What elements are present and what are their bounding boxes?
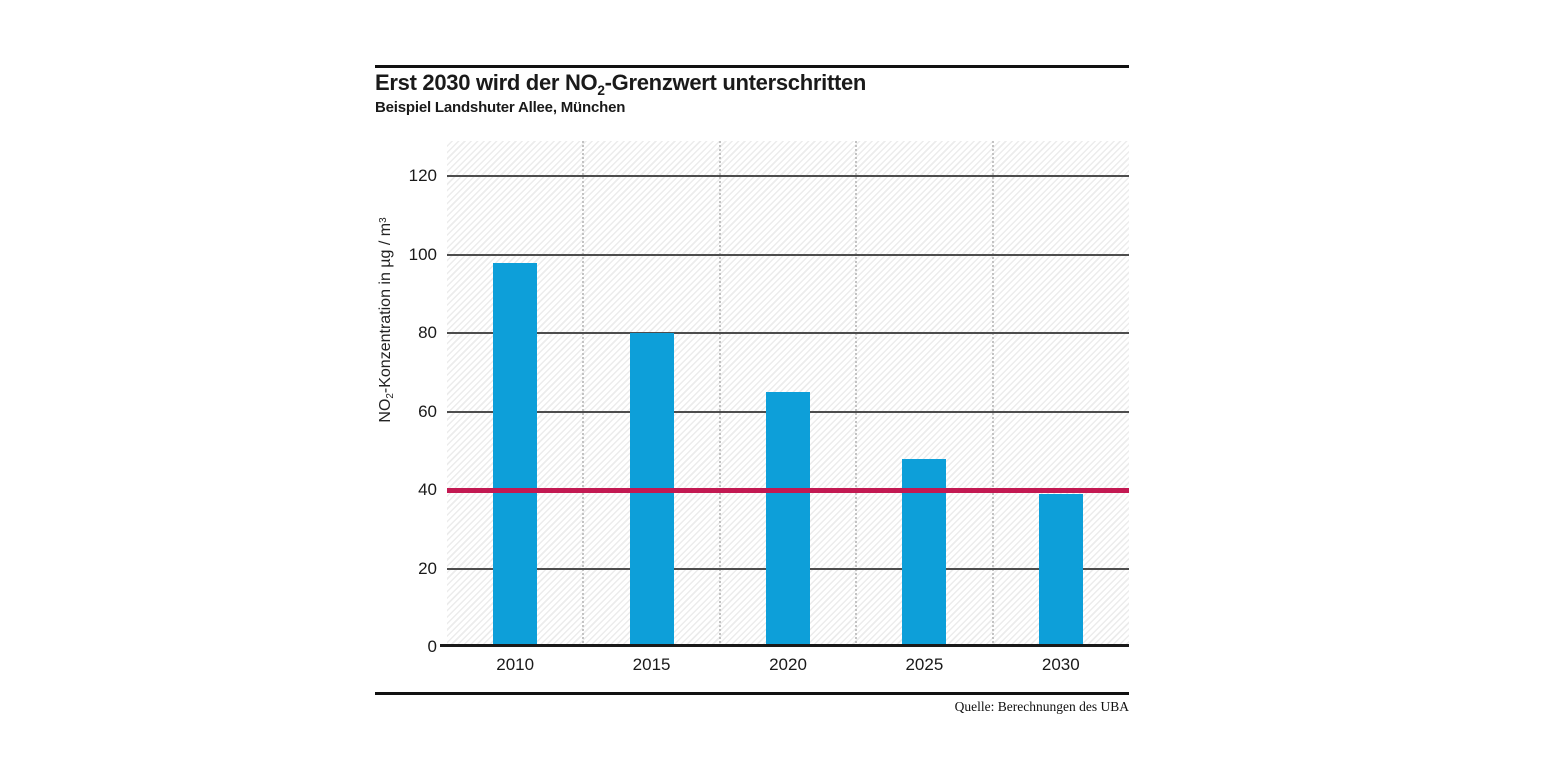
x-tick-label-2030: 2030 — [1041, 655, 1080, 674]
y-tick-label-40: 40 — [418, 480, 437, 500]
chart-title-text: Erst 2030 wird der NO — [375, 70, 598, 95]
y-tick-label-60: 60 — [418, 401, 437, 421]
chart-title-text-2: -Grenzwert unterschritten — [604, 70, 867, 95]
infographic: Erst 2030 wird der NO2-Grenzwert untersc… — [375, 0, 1129, 775]
y-axis-ticks: 0 20 40 60 80 100 120 — [375, 141, 437, 656]
gridline-120 — [447, 175, 1129, 178]
vertical-gridline — [991, 141, 994, 647]
chart-subtitle: Beispiel Landshuter Allee, München — [375, 99, 626, 116]
bar-2020 — [766, 392, 810, 647]
bar-2030 — [1038, 494, 1083, 647]
y-tick-label-20: 20 — [418, 558, 437, 578]
vertical-gridline — [718, 141, 721, 647]
y-tick-label-80: 80 — [418, 323, 437, 343]
x-tick-label-2015: 2015 — [632, 655, 671, 674]
y-tick-label-100: 100 — [408, 244, 437, 264]
footer-rule — [375, 692, 1129, 695]
x-axis-ticks: 2010 2015 2020 2025 2030 — [447, 655, 1129, 679]
source-credit: Quelle: Berechnungen des UBA — [954, 699, 1129, 714]
plot-area — [447, 141, 1129, 647]
chart-title-subscript: 2 — [597, 82, 605, 98]
x-tick-label-2020: 2020 — [769, 655, 807, 674]
gridline-100 — [447, 253, 1129, 256]
y-tick-label-0: 0 — [427, 637, 437, 656]
top-rule — [375, 65, 1129, 68]
x-axis-line — [440, 644, 1129, 647]
y-tick-label-120: 120 — [408, 166, 437, 186]
vertical-gridline — [855, 141, 858, 647]
bar-2010 — [493, 262, 538, 647]
x-tick-label-2010: 2010 — [496, 655, 535, 674]
chart-title: Erst 2030 wird der NO2-Grenzwert untersc… — [375, 70, 867, 98]
x-tick-label-2025: 2025 — [905, 655, 944, 674]
gridline-80 — [447, 332, 1129, 335]
limit-line — [447, 487, 1129, 493]
vertical-gridline — [582, 141, 585, 647]
